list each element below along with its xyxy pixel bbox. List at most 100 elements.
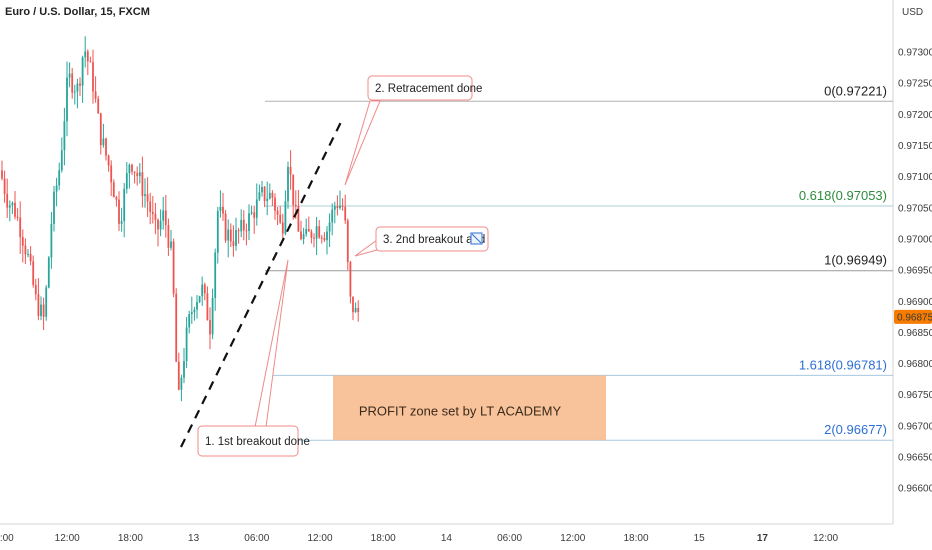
candle-body [193, 309, 196, 313]
candle-body [73, 91, 76, 93]
candle-body [188, 314, 191, 328]
x-tick-label: 17 [757, 533, 769, 544]
candle-body [105, 138, 107, 156]
candle-body [346, 220, 349, 263]
candle-body [144, 194, 146, 196]
candle-body [224, 213, 227, 241]
candle-body [315, 226, 318, 239]
x-tick-label: 18:00 [623, 533, 648, 544]
candle-body [55, 185, 58, 192]
candle-body [8, 205, 11, 208]
y-tick-label: 0.97050 [898, 203, 932, 214]
y-tick-label: 0.96850 [898, 328, 932, 339]
x-tick-label: 06:00 [244, 533, 269, 544]
callout-2nd-breakout-text: 3. 2nd breakout and [383, 234, 485, 246]
candle-body [24, 245, 27, 255]
y-tick-label: 0.96950 [898, 266, 932, 277]
candle-body [255, 199, 258, 218]
candle-body [323, 237, 326, 241]
candle-body [151, 211, 154, 215]
candle-body [81, 57, 84, 86]
candle-body [68, 73, 71, 78]
candle-body [196, 302, 198, 310]
candle-body [344, 206, 347, 221]
candle-body [86, 51, 89, 62]
candle-body [131, 164, 133, 172]
candle-body [3, 178, 6, 194]
candle-body [63, 121, 66, 151]
candle-body [245, 230, 248, 232]
candle-body [89, 61, 92, 63]
candle-body [27, 253, 29, 255]
candle-body [352, 296, 354, 313]
candle-body [222, 206, 224, 214]
candle-body [136, 172, 139, 177]
x-tick-label: 0:00 [0, 533, 14, 544]
x-tick-label: 14 [441, 533, 453, 544]
candle-body [297, 205, 300, 232]
y-tick-label: 0.97250 [898, 79, 932, 90]
candle-body [45, 287, 48, 317]
candle-body [14, 202, 16, 217]
profit-zone[interactable] [333, 375, 606, 441]
candle-body [307, 228, 310, 232]
candle-body [281, 222, 284, 234]
y-tick-label: 0.96650 [898, 453, 932, 464]
candle-body [266, 198, 269, 201]
candle-body [84, 51, 87, 58]
candle-body [97, 98, 100, 114]
trendline-dashed[interactable] [180, 121, 342, 448]
candle-body [110, 165, 113, 183]
candle-body [66, 77, 68, 122]
candle-body [190, 312, 193, 315]
candle-body [242, 219, 245, 231]
fib-level-label: 0(0.97221) [824, 83, 887, 98]
callout-1st-breakout[interactable]: 1. 1st breakout done [197, 259, 310, 457]
callout-retracement[interactable]: 2. Retracement done [344, 75, 482, 186]
candle-body [6, 193, 9, 208]
candle-body [268, 192, 271, 199]
candle-body [211, 297, 214, 335]
candle-body [47, 257, 50, 288]
svg-text:0.96875: 0.96875 [897, 312, 932, 323]
candle-body [300, 231, 302, 240]
candle-body [175, 293, 178, 362]
candle-body [71, 73, 74, 93]
price-axis[interactable]: 0.97300 0.97250 0.97200 0.97150 0.97100 0.970… [898, 48, 932, 495]
candle-body [331, 209, 334, 223]
current-price-tag: 0.96875 [894, 309, 932, 324]
candle-body [177, 361, 180, 390]
candle-body [206, 293, 209, 321]
candle-body [294, 205, 297, 207]
callout-1st-breakout-text: 1. 1st breakout done [205, 436, 310, 448]
candle-body [21, 237, 24, 246]
candle-body [261, 186, 263, 193]
candle-body [203, 284, 206, 294]
candle-body [167, 225, 170, 248]
candle-body [112, 182, 115, 198]
candle-body [34, 284, 37, 295]
candle-body [310, 231, 313, 238]
candle-body [274, 197, 276, 211]
candle-body [209, 320, 211, 335]
candle-body [115, 197, 118, 200]
candle-body [185, 327, 188, 362]
candle-body [232, 241, 235, 246]
candle-body [250, 212, 253, 214]
x-tick-label: 12:00 [813, 533, 838, 544]
callout-retracement-text: 2. Retracement done [375, 83, 482, 95]
candle-body [125, 173, 128, 189]
candle-body [133, 171, 136, 173]
candle-body [313, 237, 315, 239]
candle-body [284, 201, 287, 234]
candle-body [107, 155, 110, 166]
y-tick-label: 0.97300 [898, 48, 932, 59]
candle-body [138, 172, 141, 177]
fib-level-label: 1.618(0.96781) [799, 357, 887, 372]
candle-body [328, 222, 331, 232]
time-axis[interactable]: 0:00 12:00 18:00 13 06:00 12:00 18:00 14 06:00 12… [0, 533, 839, 544]
callout-2nd-breakout[interactable]: 3. 2nd breakout and [354, 226, 489, 257]
candle-body [172, 241, 175, 294]
candle-body [120, 221, 123, 224]
